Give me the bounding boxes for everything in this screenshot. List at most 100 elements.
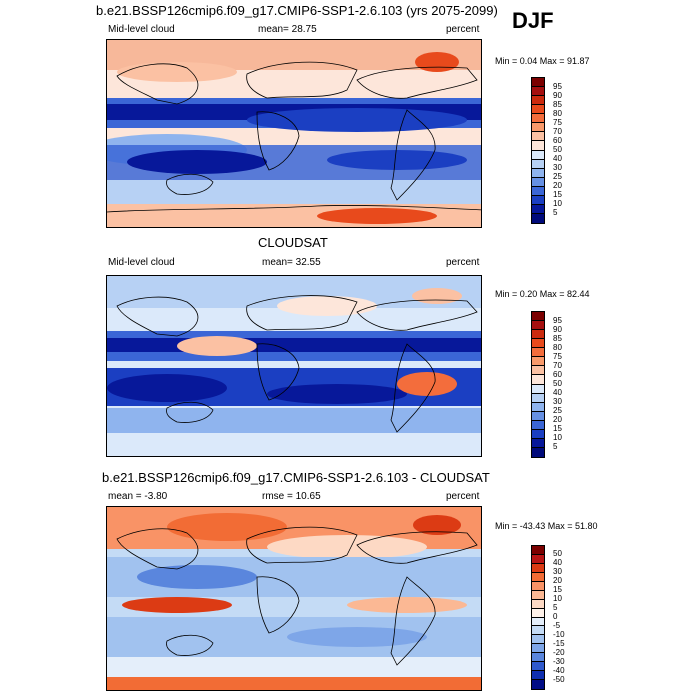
colorbar-swatch	[532, 581, 544, 591]
panel3-cbar-label: 0	[553, 612, 558, 621]
colorbar-swatch	[532, 339, 544, 349]
panel2-map	[106, 275, 482, 457]
colorbar-swatch	[532, 429, 544, 439]
panel1-colorbar	[531, 77, 545, 224]
panel3-map-plot	[107, 507, 481, 690]
colorbar-swatch	[532, 572, 544, 582]
panel2-cbar-label: 25	[553, 406, 562, 415]
colorbar-swatch	[532, 330, 544, 340]
colorbar-swatch	[532, 357, 544, 367]
panel1-cbar-label: 10	[553, 199, 562, 208]
panel3-units-label: percent	[446, 491, 480, 502]
colorbar-swatch	[532, 375, 544, 385]
panel1-cbar-label: 90	[553, 91, 562, 100]
panel3-cbar-label: 15	[553, 585, 562, 594]
panel3-cbar-label: -15	[553, 639, 565, 648]
panel1-cbar-label: 30	[553, 163, 562, 172]
panel2-title: CLOUDSAT	[258, 235, 328, 250]
panel3-mean-label: mean = -3.80	[108, 491, 168, 502]
colorbar-swatch	[532, 321, 544, 331]
panel1-variable-label: Mid-level cloud	[108, 24, 175, 35]
colorbar-swatch	[532, 348, 544, 358]
colorbar-swatch	[532, 599, 544, 609]
colorbar-swatch	[532, 132, 544, 142]
panel1-cbar-label: 25	[553, 172, 562, 181]
colorbar-swatch	[532, 78, 544, 88]
colorbar-swatch	[532, 177, 544, 187]
panel2-cbar-label: 90	[553, 325, 562, 334]
panel3-cbar-label: -10	[553, 630, 565, 639]
colorbar-swatch	[532, 438, 544, 448]
panel3-minmax: Min = -43.43 Max = 51.80	[495, 521, 598, 531]
colorbar-swatch	[532, 644, 544, 654]
panel1-cbar-label: 40	[553, 154, 562, 163]
panel2-mean-label: mean= 32.55	[262, 257, 321, 268]
colorbar-swatch	[532, 653, 544, 663]
colorbar-swatch	[532, 105, 544, 115]
panel2-cbar-label: 60	[553, 370, 562, 379]
panel3-colorbar	[531, 545, 545, 690]
panel1-minmax: Min = 0.04 Max = 91.87	[495, 56, 590, 66]
panel2-colorbar-labels: 95 90 85 80 75 70 60 50 40 30 25 20 15 1…	[531, 311, 571, 458]
panel2-cbar-label: 50	[553, 379, 562, 388]
panel1-map	[106, 39, 482, 228]
panel2-cbar-label: 10	[553, 433, 562, 442]
panel2-colorbar	[531, 311, 545, 458]
panel1-colorbar-labels: 95 90 85 80 75 70 60 50 40 30 25 20 15 1…	[531, 77, 571, 224]
colorbar-swatch	[532, 204, 544, 214]
panel1-cbar-label: 75	[553, 118, 562, 127]
panel1-cbar-label: 70	[553, 127, 562, 136]
panel2-map-plot	[107, 276, 481, 456]
colorbar-swatch	[532, 546, 544, 555]
colorbar-swatch	[532, 186, 544, 196]
panel3-cbar-label: 50	[553, 549, 562, 558]
panel1-units-label: percent	[446, 24, 480, 35]
panel2-cbar-label: 70	[553, 361, 562, 370]
panel1-mean-label: mean= 28.75	[258, 24, 317, 35]
panel3-map	[106, 506, 482, 691]
colorbar-swatch	[532, 114, 544, 124]
panel1-cbar-label: 80	[553, 109, 562, 118]
colorbar-swatch	[532, 411, 544, 421]
panel3-cbar-label: 30	[553, 567, 562, 576]
colorbar-swatch	[532, 141, 544, 151]
panel2-cbar-label: 75	[553, 352, 562, 361]
panel3-cbar-label: -30	[553, 657, 565, 666]
colorbar-swatch	[532, 420, 544, 430]
panel3-cbar-label: 10	[553, 594, 562, 603]
colorbar-swatch	[532, 662, 544, 672]
colorbar-swatch	[532, 447, 544, 457]
panel2-cbar-label: 40	[553, 388, 562, 397]
panel2-cbar-label: 5	[553, 442, 558, 451]
colorbar-swatch	[532, 393, 544, 403]
colorbar-swatch	[532, 680, 544, 689]
panel1-title: b.e21.BSSP126cmip6.f09_g17.CMIP6-SSP1-2.…	[96, 3, 498, 18]
colorbar-swatch	[532, 96, 544, 106]
panel3-cbar-label: 20	[553, 576, 562, 585]
panel3-cbar-label: -5	[553, 621, 561, 630]
colorbar-swatch	[532, 402, 544, 412]
panel1-cbar-label: 95	[553, 82, 562, 91]
panel1-cbar-label: 15	[553, 190, 562, 199]
colorbar-swatch	[532, 608, 544, 618]
panel3-colorbar-labels: 50 40 30 20 15 10 5 0 -5 -10 -15 -20 -30…	[531, 545, 571, 690]
panel2-cbar-label: 95	[553, 316, 562, 325]
colorbar-swatch	[532, 87, 544, 97]
panel3-cbar-label: -20	[553, 648, 565, 657]
panel3-cbar-label: -40	[553, 666, 565, 675]
panel1-cbar-label: 60	[553, 136, 562, 145]
panel1-map-plot	[107, 40, 481, 227]
season-label: DJF	[512, 8, 554, 33]
colorbar-swatch	[532, 168, 544, 178]
colorbar-swatch	[532, 563, 544, 573]
panel2-cbar-label: 20	[553, 415, 562, 424]
colorbar-swatch	[532, 366, 544, 376]
panel2-variable-label: Mid-level cloud	[108, 257, 175, 268]
colorbar-swatch	[532, 590, 544, 600]
colorbar-swatch	[532, 159, 544, 169]
colorbar-swatch	[532, 617, 544, 627]
panel3-cbar-label: 40	[553, 558, 562, 567]
colorbar-swatch	[532, 554, 544, 564]
colorbar-swatch	[532, 626, 544, 636]
panel2-cbar-label: 80	[553, 343, 562, 352]
